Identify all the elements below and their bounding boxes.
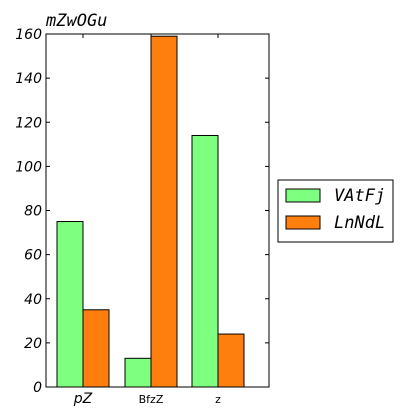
- y-tick-label: 40: [24, 292, 42, 308]
- x-tick-label: BfzZ: [139, 393, 164, 406]
- y-tick-label: 20: [24, 336, 42, 352]
- legend-label-LnNdL: LnNdL: [334, 213, 385, 233]
- y-tick-label: 160: [15, 27, 42, 43]
- x-tick-label: pZ: [73, 391, 93, 407]
- y-tick-label: 140: [15, 71, 42, 87]
- y-tick-label: 60: [24, 248, 42, 264]
- y-axis: 0 20 40 60 80 100 120 140 160: [15, 27, 269, 396]
- y-tick-label: 120: [15, 115, 42, 131]
- bar-pZ-VAtFj: [56, 221, 84, 388]
- y-tick-label: 80: [24, 204, 42, 220]
- legend-swatch-VAtFj: [285, 188, 321, 203]
- x-tick-label: z: [215, 393, 221, 406]
- x-axis: pZ BfzZ z: [73, 34, 221, 407]
- bars-group: [56, 35, 245, 388]
- y-tick-label: 0: [33, 380, 42, 396]
- bar-z-VAtFj: [191, 134, 219, 388]
- chart-title: mZwOGu: [45, 11, 107, 31]
- legend-label-VAtFj: VAtFj: [334, 186, 385, 206]
- bar-z-LnNdL: [217, 333, 245, 388]
- bar-pZ-LnNdL: [82, 309, 110, 388]
- bar-BfzZ-LnNdL: [150, 35, 178, 388]
- y-tick-label: 100: [15, 159, 42, 175]
- legend-swatch-LnNdL: [285, 215, 321, 230]
- legend: VAtFj LnNdL: [277, 179, 394, 243]
- bar-BfzZ-VAtFj: [124, 357, 152, 388]
